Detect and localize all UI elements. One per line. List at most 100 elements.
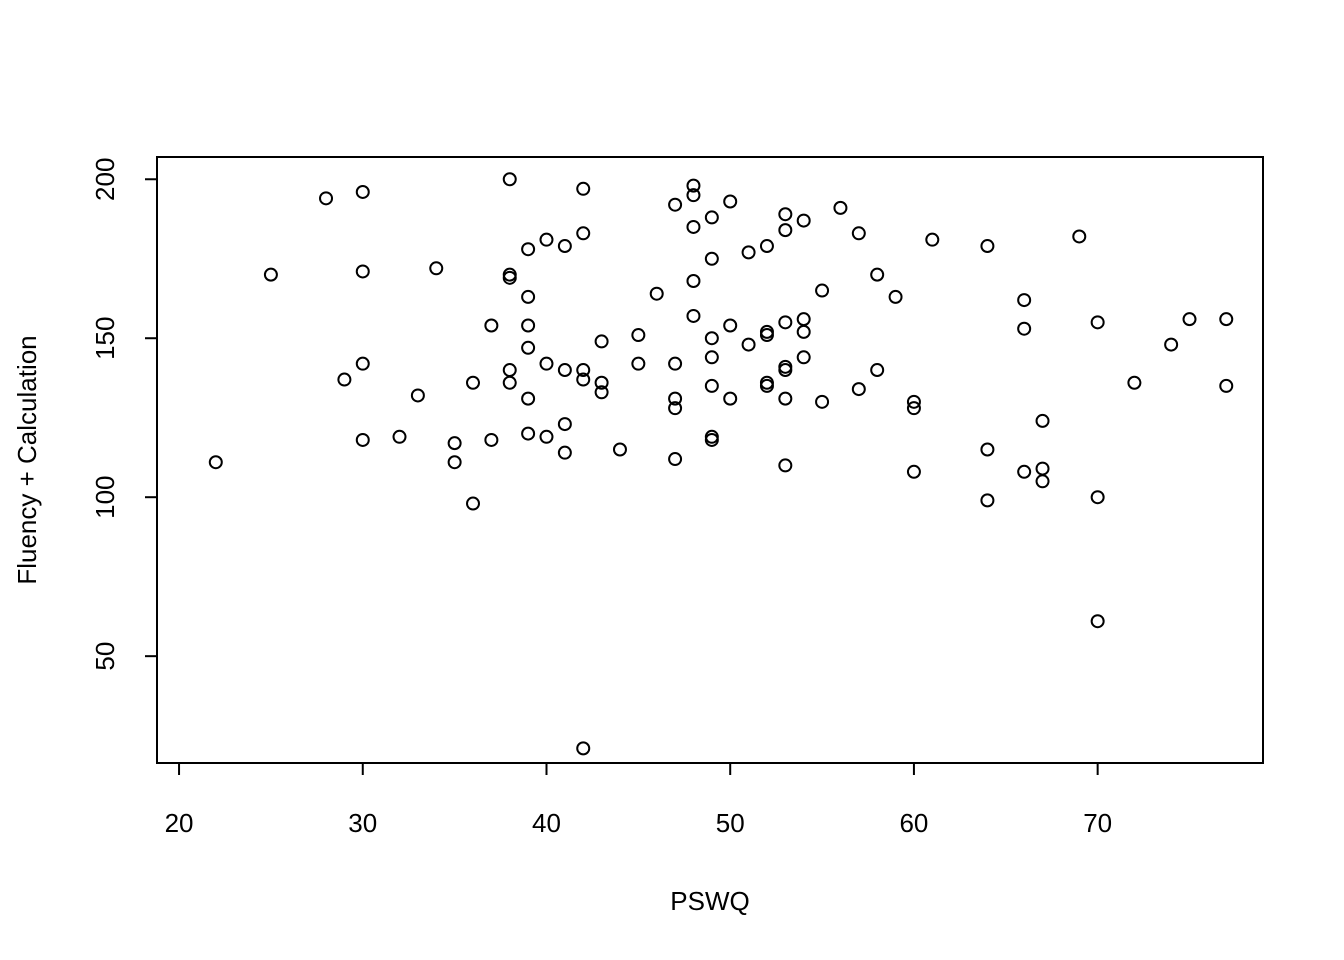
- data-point: [1090, 614, 1105, 629]
- data-point: [1090, 315, 1105, 330]
- data-point: [723, 194, 738, 209]
- data-point: [778, 458, 793, 473]
- data-point: [392, 429, 407, 444]
- data-point: [1127, 375, 1142, 390]
- x-tick-label: 40: [532, 808, 561, 838]
- data-point: [1219, 312, 1234, 327]
- data-point: [447, 436, 462, 451]
- data-point: [704, 378, 719, 393]
- data-point: [208, 455, 223, 470]
- data-points: [208, 172, 1234, 756]
- data-point: [502, 270, 517, 285]
- x-tick-label: 50: [716, 808, 745, 838]
- data-point: [870, 363, 885, 378]
- data-point: [631, 328, 646, 343]
- data-point: [870, 267, 885, 282]
- data-point: [557, 363, 572, 378]
- data-point: [704, 251, 719, 266]
- data-point: [796, 350, 811, 365]
- data-point: [1090, 490, 1105, 505]
- data-point: [925, 232, 940, 247]
- data-point: [741, 245, 756, 260]
- data-point: [521, 340, 536, 355]
- data-point: [815, 394, 830, 409]
- data-point: [631, 356, 646, 371]
- data-point: [906, 464, 921, 479]
- data-point: [796, 213, 811, 228]
- data-point: [539, 232, 554, 247]
- data-point: [557, 239, 572, 254]
- data-point: [429, 261, 444, 276]
- data-point: [1017, 321, 1032, 336]
- data-point: [355, 432, 370, 447]
- x-axis: 20 30 40 50 60 70 PSWQ: [160, 762, 1112, 916]
- data-point: [466, 496, 480, 511]
- data-point: [796, 324, 811, 339]
- data-point: [704, 350, 719, 365]
- data-point: [778, 207, 793, 222]
- plot-frame: [156, 156, 1264, 764]
- data-point: [594, 334, 609, 349]
- data-point: [557, 445, 572, 460]
- data-point: [576, 741, 591, 756]
- data-point: [649, 286, 664, 301]
- data-point: [466, 375, 480, 390]
- data-point: [668, 452, 683, 467]
- data-point: [521, 426, 536, 441]
- data-point: [686, 219, 701, 234]
- x-axis-ticks: 20 30 40 50 60 70: [165, 763, 1112, 838]
- data-point: [686, 188, 701, 203]
- data-point: [319, 191, 334, 206]
- y-tick-label: 100: [90, 476, 120, 519]
- data-point: [778, 315, 793, 330]
- data-point: [337, 372, 352, 387]
- data-point: [594, 375, 609, 390]
- data-point: [980, 239, 995, 254]
- data-point: [1035, 474, 1050, 489]
- y-tick-label: 50: [90, 642, 120, 671]
- y-axis: 50 100 150 200 Fluency + Calculation: [12, 158, 158, 671]
- data-point: [759, 378, 774, 393]
- data-point: [980, 493, 995, 508]
- data-point: [668, 391, 683, 406]
- data-point: [502, 172, 517, 187]
- data-point: [686, 178, 701, 193]
- data-point: [741, 337, 756, 352]
- data-point: [539, 356, 554, 371]
- y-axis-label: Fluency + Calculation: [12, 335, 42, 584]
- data-point: [410, 388, 425, 403]
- data-point: [980, 442, 995, 457]
- data-point: [557, 417, 572, 432]
- data-point: [815, 283, 830, 298]
- data-point: [612, 442, 627, 457]
- data-point: [778, 391, 793, 406]
- data-point: [521, 289, 536, 304]
- data-point: [686, 273, 701, 288]
- data-point: [906, 401, 921, 416]
- data-point: [1182, 312, 1197, 327]
- data-point: [576, 363, 591, 378]
- data-point: [704, 432, 719, 447]
- data-point: [263, 267, 278, 282]
- x-tick-label: 70: [1083, 808, 1112, 838]
- data-point: [355, 184, 370, 199]
- data-point: [447, 455, 462, 470]
- data-point: [906, 394, 921, 409]
- data-point: [1219, 378, 1234, 393]
- data-point: [484, 432, 499, 447]
- data-point: [521, 391, 536, 406]
- data-point: [1017, 464, 1032, 479]
- data-point: [594, 385, 609, 400]
- data-point: [778, 223, 793, 238]
- data-point: [576, 181, 591, 196]
- y-tick-label: 200: [90, 158, 120, 201]
- data-point: [668, 197, 683, 212]
- data-point: [1072, 229, 1087, 244]
- data-point: [539, 429, 554, 444]
- data-point: [704, 210, 719, 225]
- data-point: [502, 363, 517, 378]
- data-point: [1164, 337, 1179, 352]
- data-point: [502, 375, 517, 390]
- y-axis-ticks: 50 100 150 200: [90, 158, 157, 671]
